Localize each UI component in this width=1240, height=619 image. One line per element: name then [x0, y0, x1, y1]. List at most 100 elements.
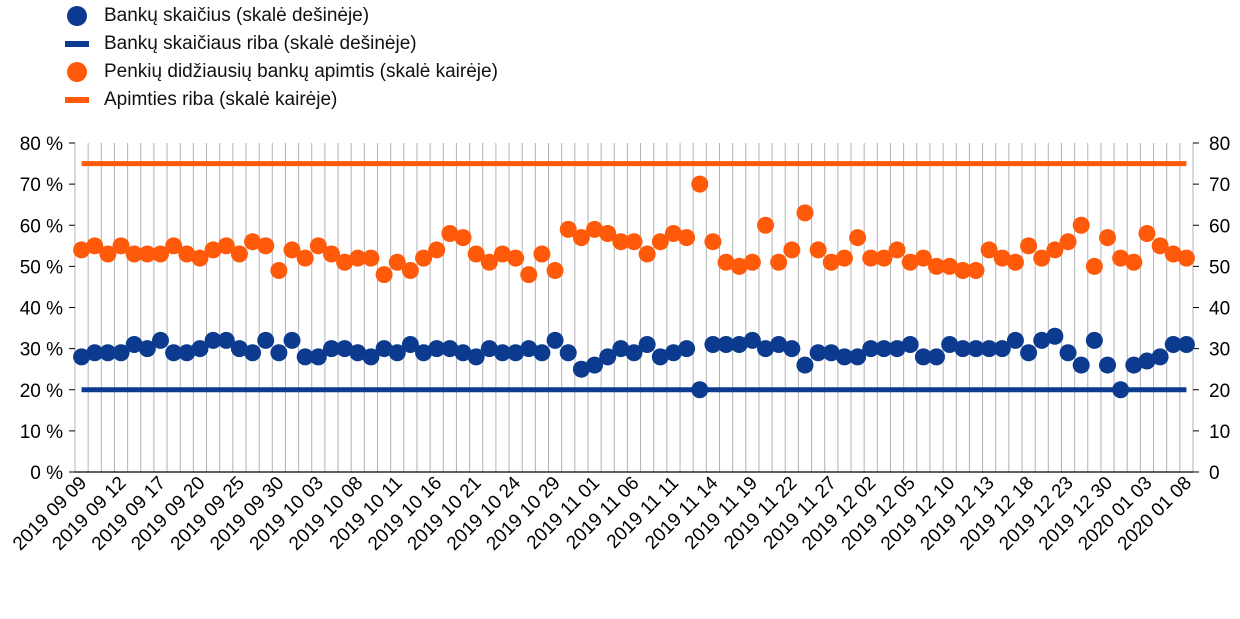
coverage-point-26 [415, 249, 433, 267]
bank-count-point-78 [1099, 356, 1117, 374]
y-right-tick-label-2: 20 [1209, 381, 1230, 402]
y-axis-right: 0 10 20 30 40 50 60 70 80 [1193, 134, 1230, 484]
bank-count-point-38 [572, 360, 590, 378]
coverage-point-62 [888, 241, 906, 259]
bank-count-point-74 [1046, 327, 1064, 345]
bank-count-point-37 [559, 344, 577, 362]
bank-count-point-0 [73, 348, 91, 366]
bank-count-point-75 [1059, 344, 1077, 362]
y-right-tick-label-7: 70 [1209, 175, 1230, 196]
legend-item-bank-count-threshold: Bankų skaičiaus riba (skalė dešinėje) [64, 30, 498, 58]
coverage-point-37 [559, 220, 577, 238]
coverage-point-46 [678, 229, 696, 247]
coverage-point-60 [862, 249, 880, 267]
bank-count-point-33 [507, 344, 525, 362]
coverage-point-53 [770, 253, 788, 271]
legend-label-coverage-threshold: Apimties riba (skalė kairėje) [104, 89, 338, 110]
coverage-point-27 [428, 241, 446, 259]
bank-count-point-19 [322, 340, 340, 358]
bank-count-point-56 [809, 344, 827, 362]
bank-count-point-67 [954, 340, 972, 358]
coverage-point-13 [244, 233, 262, 251]
legend-item-coverage-threshold: Apimties riba (skalė kairėje) [64, 86, 498, 114]
coverage-point-31 [480, 253, 498, 271]
coverage-point-3 [112, 237, 130, 255]
legend: Bankų skaičius (skalė dešinėje) Bankų sk… [64, 2, 498, 114]
coverage-point-16 [283, 241, 301, 259]
bank-count-point-50 [730, 336, 748, 354]
bank-count-point-36 [546, 331, 564, 349]
bank-count-point-29 [454, 344, 472, 362]
bank-count-point-34 [520, 340, 538, 358]
coverage-point-41 [612, 233, 630, 251]
coverage-point-17 [296, 249, 314, 267]
coverage-point-44 [651, 233, 669, 251]
y-left-tick-label-4: 40 % [20, 299, 63, 320]
bank-count-point-28 [441, 340, 459, 358]
bank-count-point-26 [415, 344, 433, 362]
y-left-tick-label-8: 80 % [20, 134, 63, 155]
coverage-point-75 [1059, 233, 1077, 251]
coverage-point-2 [99, 245, 117, 263]
coverage-point-73 [1033, 249, 1051, 267]
coverage-point-65 [928, 257, 946, 275]
coverage-point-80 [1125, 253, 1143, 271]
coverage-point-56 [809, 241, 827, 259]
coverage-point-49 [717, 253, 735, 271]
coverage-point-25 [401, 261, 419, 279]
coverage-point-9 [191, 249, 209, 267]
bank-count-point-6 [151, 331, 169, 349]
coverage-point-35 [533, 245, 551, 263]
coverage-point-58 [835, 249, 853, 267]
bank-count-point-49 [717, 336, 735, 354]
bank-count-point-48 [704, 336, 722, 354]
coverage-point-78 [1099, 229, 1117, 247]
gridlines [74, 143, 1194, 472]
bank-count-point-77 [1085, 331, 1103, 349]
bank-count-point-63 [901, 336, 919, 354]
bank-count-point-30 [467, 348, 485, 366]
coverage-point-82 [1151, 237, 1169, 255]
y-right-tick-label-5: 50 [1209, 257, 1230, 278]
coverage-point-71 [1006, 253, 1024, 271]
bank-count-point-71 [1006, 331, 1024, 349]
bank-count-point-9 [191, 340, 209, 358]
bank-count-point-5 [138, 340, 156, 358]
bank-count-point-7 [165, 344, 183, 362]
y-left-tick-label-6: 60 % [20, 216, 63, 237]
coverage-point-70 [993, 249, 1011, 267]
coverage-point-15 [270, 261, 288, 279]
coverage-point-14 [257, 237, 275, 255]
bank-count-point-60 [862, 340, 880, 358]
y-left-tick-label-0: 0 % [30, 463, 63, 484]
bank-count-point-25 [401, 336, 419, 354]
bank-count-point-62 [888, 340, 906, 358]
bank-count-point-13 [244, 344, 262, 362]
coverage-point-32 [493, 245, 511, 263]
coverage-point-66 [941, 257, 959, 275]
coverage-point-7 [165, 237, 183, 255]
bank-count-point-46 [678, 340, 696, 358]
bank-count-point-64 [914, 348, 932, 366]
coverage-point-77 [1085, 257, 1103, 275]
bank-count-point-3 [112, 344, 130, 362]
bank-count-point-1 [86, 344, 104, 362]
legend-item-coverage: Penkių didžiausių bankų apimtis (skalė k… [64, 58, 498, 86]
coverage-point-1 [86, 237, 104, 255]
y-axis-left: 0 % 10 % 20 % 30 % 40 % 50 % 60 % 70 % 80 % [20, 134, 75, 484]
bank-count-point-32 [493, 344, 511, 362]
coverage-point-84 [1177, 249, 1195, 267]
bank-count-point-12 [230, 340, 248, 358]
legend-swatch-coverage-threshold [64, 90, 90, 110]
y-right-tick-label-4: 40 [1209, 299, 1230, 320]
coverage-point-39 [586, 220, 604, 238]
bank-count-point-23 [375, 340, 393, 358]
coverage-point-8 [178, 245, 196, 263]
bank-count-point-17 [296, 348, 314, 366]
legend-item-bank-count: Bankų skaičius (skalė dešinėje) [64, 2, 498, 30]
coverage-point-54 [783, 241, 801, 259]
bank-count-point-70 [993, 340, 1011, 358]
coverage-point-40 [599, 224, 617, 242]
bank-count-point-21 [349, 344, 367, 362]
